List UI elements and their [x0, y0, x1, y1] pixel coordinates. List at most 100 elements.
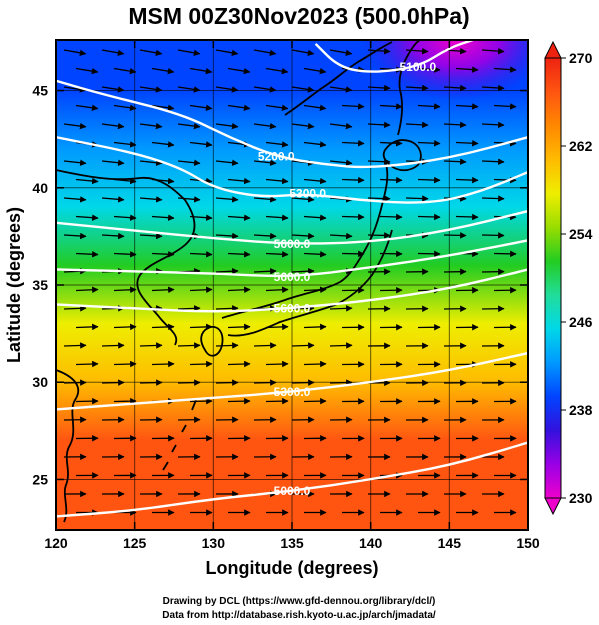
contour-line	[56, 79, 528, 169]
wind-arrow	[303, 177, 327, 185]
wind-arrow	[367, 47, 391, 55]
y-tick-label: 30	[32, 374, 48, 390]
wind-arrow	[303, 286, 327, 294]
wind-arrow	[417, 213, 441, 221]
wind-arrow	[481, 84, 505, 92]
grid-lines	[56, 40, 528, 530]
wind-arrow	[291, 267, 315, 275]
contour-line	[56, 136, 528, 204]
contour-line	[56, 441, 528, 518]
wind-arrow	[417, 66, 441, 73]
x-tick-label: 120	[44, 535, 68, 551]
contour-label: 5600.0	[274, 237, 311, 251]
wind-arrow	[177, 305, 201, 312]
wind-arrow	[379, 140, 403, 147]
wind-arrow	[63, 159, 87, 166]
wind-arrow	[481, 47, 505, 55]
wind-arrow	[303, 104, 327, 111]
wind-arrow	[405, 47, 429, 55]
wind-arrow	[101, 379, 125, 386]
wind-arrow	[303, 214, 327, 221]
wind-arrow	[101, 49, 125, 56]
x-tick-label: 145	[438, 535, 462, 551]
colorbar-ticks: 230 238 246 254 262 270	[561, 50, 593, 506]
wind-arrow	[63, 342, 87, 349]
wind-arrow	[139, 122, 163, 130]
wind-arrow	[493, 103, 517, 110]
wind-arrow	[253, 122, 277, 130]
wind-arrow	[215, 159, 239, 166]
wind-arrow	[63, 86, 87, 93]
wind-arrow	[151, 67, 175, 75]
wind-arrow	[215, 342, 239, 349]
wind-arrow	[215, 305, 239, 312]
wind-arrow	[227, 251, 251, 258]
wind-arrow	[291, 122, 315, 130]
colorbar-min-triangle	[544, 497, 562, 516]
wind-arrow	[455, 213, 479, 221]
wind-arrow	[63, 49, 87, 56]
colorbar-max-triangle	[544, 40, 562, 59]
wind-arrow	[481, 121, 505, 129]
cold-core-shading	[362, 40, 528, 100]
x-tick-label: 125	[123, 535, 147, 551]
wind-arrow	[341, 213, 365, 221]
wind-arrow	[227, 214, 251, 221]
wind-arrow	[113, 214, 137, 221]
wind-arrow	[341, 140, 365, 147]
wind-arrow	[151, 360, 175, 368]
x-tick-label: 140	[359, 535, 383, 551]
wind-arrow	[481, 232, 505, 239]
wind-arrow	[329, 86, 353, 93]
credit-data: Data from http://database.rish.kyoto-u.a…	[162, 610, 436, 621]
wind-arrow	[227, 360, 251, 368]
wind-arrow	[405, 84, 429, 92]
wind-arrow	[329, 159, 353, 166]
wind-arrow	[265, 323, 289, 331]
wind-arrow	[367, 195, 391, 202]
contour-label: 5600.0	[274, 301, 311, 315]
wind-arrow	[101, 342, 125, 349]
wind-arrow	[265, 286, 289, 294]
y-tick-label: 45	[32, 83, 48, 99]
wind-arrow	[367, 84, 391, 92]
wind-arrow	[481, 195, 505, 202]
wind-arrow	[139, 342, 163, 349]
coastline-japan-kyushu	[200, 325, 224, 357]
wind-arrow	[139, 232, 163, 240]
wind-arrow	[113, 177, 137, 185]
wind-arrow	[443, 158, 467, 165]
coastline-china-east	[56, 369, 80, 523]
wind-arrow	[75, 104, 99, 111]
wind-arrow	[177, 122, 201, 130]
wind-arrow	[265, 214, 289, 221]
wind-arrow	[215, 232, 239, 240]
wind-arrow	[405, 195, 429, 202]
wind-arrow	[189, 214, 213, 221]
wind-arrow	[265, 67, 289, 75]
wind-arrow	[75, 286, 99, 294]
wind-arrow	[443, 121, 467, 129]
colorbar: 230 238 246 254 262 270	[544, 40, 593, 516]
wind-arrow	[303, 67, 327, 75]
wind-arrow	[177, 159, 201, 166]
wind-arrow	[101, 122, 125, 130]
contour-line	[56, 268, 528, 313]
wind-arrow	[227, 286, 251, 294]
wind-arrow	[291, 379, 315, 386]
colorbar-tick-label: 230	[569, 490, 593, 506]
wind-arrow	[139, 159, 163, 166]
wind-arrow	[139, 196, 163, 203]
wind-arrow	[189, 360, 213, 368]
wind-arrow	[113, 104, 137, 111]
wind-arrow	[493, 176, 517, 184]
wind-arrow	[265, 251, 289, 258]
wind-arrow	[253, 49, 277, 56]
contour-line	[56, 351, 528, 411]
wind-arrow	[329, 232, 353, 240]
wind-arrow	[253, 267, 277, 275]
wind-arrow	[215, 379, 239, 386]
wind-arrow	[139, 379, 163, 386]
wind-arrow	[63, 305, 87, 312]
